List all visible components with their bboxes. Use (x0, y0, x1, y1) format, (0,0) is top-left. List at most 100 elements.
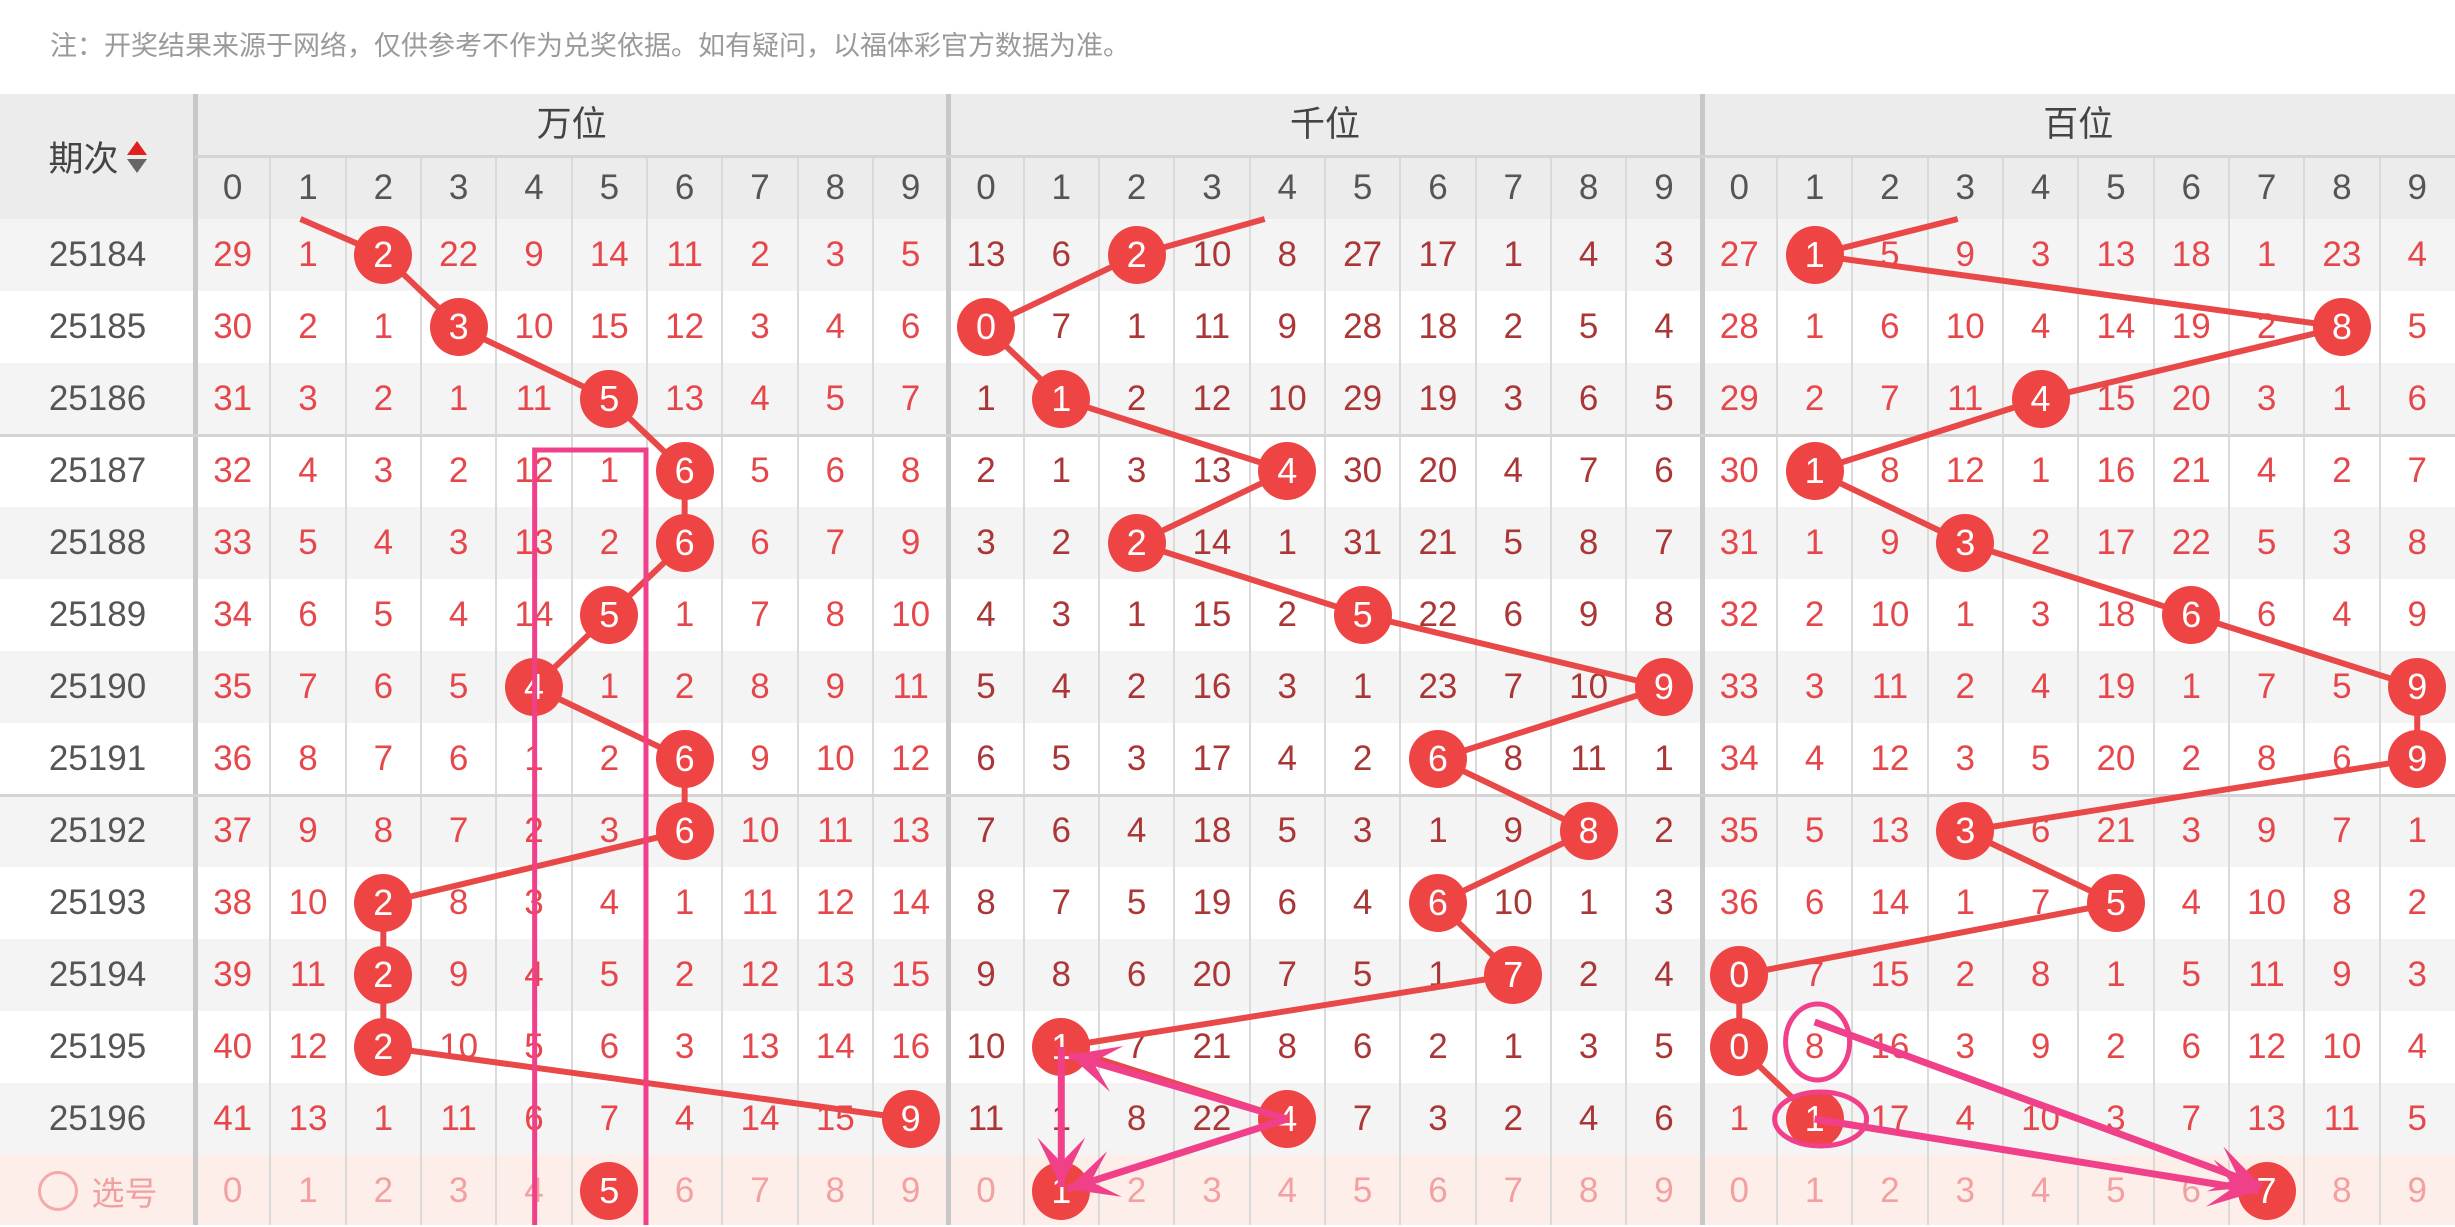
table-row: 25186 31 3 2 1 11 5 13 4 5 7 1 1 2 12 10 29 19 3 6 5 29 2 7 11 4 1… (0, 363, 2455, 435)
table-row: 25190 35 7 6 5 4 1 2 8 9 11 5 4 2 16 3 1 23 7 10 9 33 3 11 2 4 19 1… (0, 651, 2455, 723)
digit-select-button[interactable]: 1 (298, 1171, 318, 1210)
omission-count-cell: 10 (966, 1027, 1006, 1066)
digit-select-button[interactable]: 8 (825, 1171, 846, 1210)
period-column-header[interactable]: 期次 (0, 94, 195, 219)
digit-select-button[interactable]: 2 (1880, 1171, 1900, 1210)
omission-count-cell: 7 (373, 739, 394, 778)
omission-count-cell: 12 (1192, 379, 1232, 418)
omission-count-cell: 3 (1654, 235, 1674, 274)
digit-select-button[interactable]: 4 (2030, 1171, 2051, 1210)
omission-count-cell: 7 (1880, 379, 1900, 418)
winning-number-ball: 9 (2388, 658, 2447, 716)
digit-select-button[interactable]: 5 (2106, 1171, 2126, 1210)
omission-count-cell: 1 (599, 451, 620, 490)
omission-count-cell: 2 (1051, 523, 1072, 562)
digit-select-button[interactable]: 0 (222, 1171, 243, 1210)
omission-count-cell: 2 (599, 523, 620, 562)
omission-count-cell: 3 (1051, 595, 1072, 634)
omission-count-cell: 6 (2332, 739, 2352, 778)
winning-number-cell: 6 (647, 723, 722, 795)
selected-digit-button[interactable]: 5 (572, 1155, 647, 1227)
digit-select-button[interactable]: 2 (1126, 1171, 1147, 1210)
sort-toggle-icon[interactable] (126, 139, 147, 175)
omission-count-cell: 1 (2407, 811, 2427, 850)
selected-digit-button[interactable]: 1 (1024, 1155, 1099, 1227)
omission-count-cell: 2 (2256, 307, 2277, 346)
column-divider (2227, 156, 2230, 1225)
radio-circle-icon[interactable] (37, 1171, 78, 1211)
digit-select-button[interactable]: 9 (1654, 1171, 1674, 1210)
winning-number-ball: 4 (504, 658, 563, 716)
omission-count-cell: 12 (1945, 451, 1985, 490)
omission-count-cell: 7 (1578, 451, 1599, 490)
digit-select-button[interactable]: 4 (524, 1171, 544, 1210)
omission-count-cell: 7 (2181, 1099, 2201, 1138)
digit-select-button[interactable]: 6 (674, 1171, 695, 1210)
digit-select-button[interactable]: 6 (2181, 1171, 2201, 1210)
digit-select-button[interactable]: 7 (1503, 1171, 1523, 1210)
omission-count-cell: 14 (2096, 307, 2136, 346)
column-header-digit: 2 (373, 168, 394, 207)
omission-count-cell: 1 (674, 595, 695, 634)
digit-select-button[interactable]: 8 (1578, 1171, 1599, 1210)
winning-number-ball: 4 (2011, 370, 2070, 428)
omission-count-cell: 12 (2247, 1027, 2287, 1066)
winning-number-cell: 5 (572, 579, 647, 651)
digit-select-button[interactable]: 9 (2407, 1171, 2427, 1210)
winning-number-cell: 0 (1702, 939, 1777, 1011)
omission-count-cell: 5 (2332, 667, 2352, 706)
digit-select-button[interactable]: 0 (1729, 1171, 1749, 1210)
omission-count-cell: 5 (2256, 523, 2277, 562)
column-header-digit: 0 (222, 168, 243, 207)
omission-count-cell: 7 (599, 1099, 620, 1138)
digit-select-button[interactable]: 4 (1277, 1171, 1297, 1210)
digit-select-button[interactable]: 3 (1202, 1171, 1222, 1210)
omission-count-cell: 5 (1654, 1027, 1674, 1066)
winning-number-cell: 6 (1400, 723, 1475, 795)
selected-digit-button[interactable]: 7 (2229, 1155, 2304, 1227)
column-divider (344, 156, 347, 1225)
omission-count-cell: 21 (1192, 1027, 1232, 1066)
omission-count-cell: 2 (1955, 667, 1975, 706)
winning-number-cell: 7 (1476, 939, 1551, 1011)
omission-count-cell: 9 (900, 523, 921, 562)
winning-number-cell: 9 (1626, 651, 1701, 723)
omission-count-cell: 11 (967, 1099, 1005, 1138)
winning-number-ball: 6 (2162, 586, 2221, 644)
winning-number-ball: 9 (881, 1090, 940, 1148)
trend-chart-table: 期次 万位 0 1 2 3 4 5 6 7 8 9 千位 0 1 2 3 4 5 6 7 8 9 百位 0 1 2 3 4 5 6 7 8 9 2… (0, 94, 2455, 1225)
column-header-digit: 3 (448, 168, 469, 207)
digit-select-button[interactable]: 2 (373, 1171, 394, 1210)
digit-select-button[interactable]: 5 (1352, 1171, 1373, 1210)
omission-count-cell: 6 (1503, 595, 1523, 634)
omission-count-cell: 13 (815, 955, 855, 994)
winning-number-cell: 3 (1928, 795, 2003, 867)
omission-count-cell: 4 (2407, 1027, 2427, 1066)
select-number-toggle[interactable]: 选号 (0, 1155, 195, 1227)
digit-select-button[interactable]: 7 (750, 1171, 770, 1210)
omission-count-cell: 5 (1277, 811, 1297, 850)
omission-count-cell: 2 (1804, 379, 1825, 418)
column-header-digit: 5 (599, 168, 620, 207)
omission-count-cell: 35 (213, 667, 253, 706)
omission-count-cell: 4 (524, 955, 544, 994)
omission-count-cell: 8 (373, 811, 394, 850)
winning-number-cell: 5 (2078, 867, 2153, 939)
omission-count-cell: 6 (599, 1027, 620, 1066)
omission-count-cell: 10 (1870, 595, 1910, 634)
digit-select-button[interactable]: 0 (976, 1171, 996, 1210)
omission-count-cell: 1 (2256, 235, 2277, 274)
winning-number-cell: 1 (1024, 1011, 1099, 1083)
digit-select-button[interactable]: 3 (448, 1171, 469, 1210)
omission-count-cell: 5 (825, 379, 846, 418)
omission-count-cell: 11 (2323, 1099, 2361, 1138)
digit-select-button[interactable]: 9 (900, 1171, 921, 1210)
digit-select-button[interactable]: 1 (1804, 1171, 1825, 1210)
digit-select-button[interactable]: 3 (1955, 1171, 1975, 1210)
omission-count-cell: 2 (1654, 811, 1674, 850)
omission-count-cell: 4 (1126, 811, 1147, 850)
digit-select-button[interactable]: 8 (2332, 1171, 2352, 1210)
omission-count-cell: 1 (1428, 811, 1448, 850)
column-divider (2303, 156, 2306, 1225)
digit-select-button[interactable]: 6 (1428, 1171, 1448, 1210)
